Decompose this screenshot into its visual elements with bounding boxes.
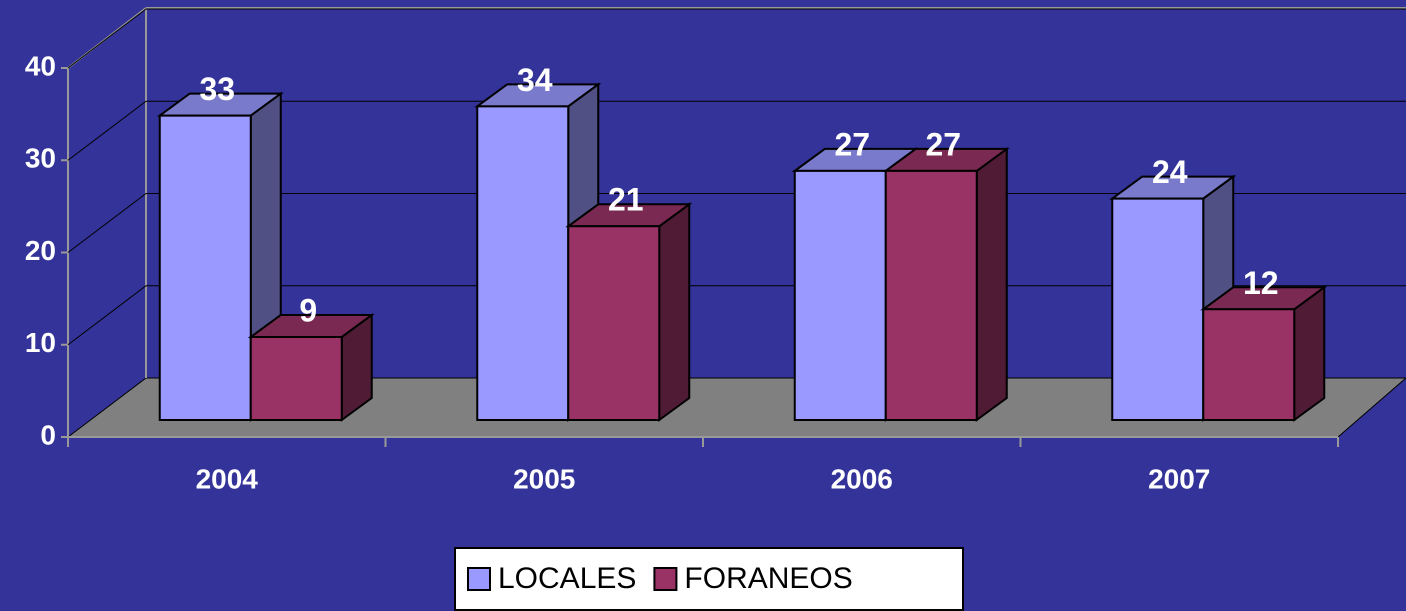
bar-front: [793, 169, 887, 421]
y-tick-label: 40: [25, 50, 56, 81]
data-label: 21: [608, 182, 644, 218]
bar-front: [249, 335, 343, 421]
bar-front: [1202, 308, 1296, 421]
data-label: 33: [199, 71, 235, 107]
grid-line: [67, 193, 147, 253]
bar-front: [884, 169, 978, 421]
bar: [565, 202, 693, 422]
data-label: 9: [299, 292, 317, 328]
x-tick-label: 2007: [1148, 463, 1210, 494]
data-label: 27: [834, 126, 870, 162]
y-tick-label: 30: [25, 143, 56, 174]
grid-line: [67, 8, 147, 69]
x-tick-label: 2005: [513, 463, 575, 494]
x-tick-label: 2006: [831, 463, 893, 494]
bar: [247, 313, 375, 422]
data-label: 24: [1152, 154, 1188, 190]
bar-front: [567, 225, 661, 421]
data-label: 27: [925, 126, 961, 162]
legend-label: LOCALES: [498, 562, 636, 595]
legend: [454, 547, 964, 611]
y-tick-label: 20: [25, 235, 56, 266]
legend-swatch: [467, 567, 491, 591]
legend-label: FORANEOS: [684, 562, 852, 595]
bar-side: [975, 146, 1008, 422]
legend-swatch: [653, 567, 678, 591]
bar: [1200, 285, 1328, 422]
bar-front: [158, 114, 252, 421]
data-label: 34: [517, 62, 553, 98]
bar: [882, 146, 1010, 422]
bar-front: [1111, 197, 1205, 421]
bar-front: [476, 105, 570, 421]
grid-line: [67, 100, 147, 161]
bar-side: [658, 202, 691, 422]
grid-line: [67, 285, 147, 346]
x-tick-label: 2004: [196, 463, 259, 494]
y-tick-label: 10: [25, 327, 56, 358]
data-label: 12: [1243, 265, 1279, 301]
y-tick-label: 0: [40, 419, 56, 450]
